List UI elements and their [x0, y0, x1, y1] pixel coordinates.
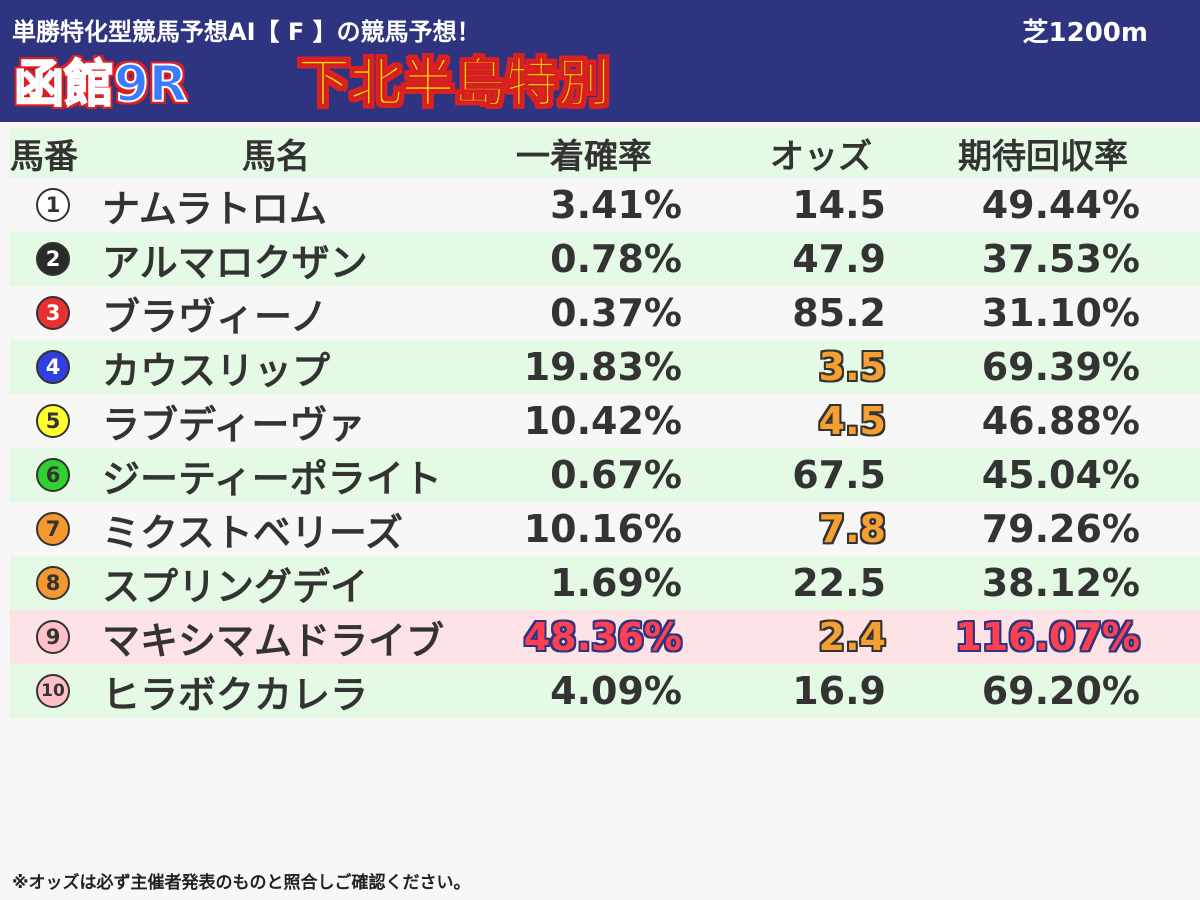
- horse-name: カウスリップ: [102, 348, 331, 393]
- win-probability: 4.09%: [550, 669, 682, 713]
- table-row: 10 ヒラボクカレラ 4.09% 16.9 69.20%: [10, 664, 1200, 718]
- win-probability: 1.69%: [550, 561, 682, 605]
- table-row: 5 ラブディーヴァ 10.42% 4.5 46.88%: [10, 394, 1200, 448]
- horse-number-badge: 1: [36, 188, 70, 222]
- odds-value: 2.4: [818, 615, 886, 659]
- win-probability: 0.67%: [550, 453, 682, 497]
- horse-name: マキシマムドライブ: [102, 618, 445, 663]
- win-probability: 48.36%: [523, 615, 682, 659]
- win-probability: 3.41%: [550, 183, 682, 227]
- horse-number-cell: 5: [10, 394, 96, 448]
- odds-value: 22.5: [792, 561, 886, 605]
- race-number: 函館9R: [13, 54, 188, 114]
- win-probability: 0.37%: [550, 291, 682, 335]
- horse-number-cell: 9: [10, 610, 96, 664]
- odds-value: 47.9: [792, 237, 886, 281]
- expected-return: 69.39%: [981, 345, 1140, 389]
- horse-number-badge: 10: [36, 674, 70, 708]
- column-header-win-probability: 一着確率: [516, 136, 652, 177]
- horse-number-cell: 8: [10, 556, 96, 610]
- odds-value: 16.9: [792, 669, 886, 713]
- horse-number-badge: 3: [36, 296, 70, 330]
- odds-value: 14.5: [792, 183, 886, 227]
- table-row: 7 ミクストベリーズ 10.16% 7.8 79.26%: [10, 502, 1200, 556]
- horse-number-cell: 10: [10, 664, 96, 718]
- odds-disclaimer: ※オッズは必ず主催者発表のものと照合しご確認ください。: [12, 873, 471, 893]
- table-body: 1 ナムラトロム 3.41% 14.5 49.44% 2 アルマロクザン 0.78% 47.9 3…: [10, 178, 1200, 718]
- odds-value: 3.5: [818, 345, 886, 389]
- horse-name: ミクストベリーズ: [102, 510, 403, 555]
- horse-number-cell: 3: [10, 286, 96, 340]
- horse-number-cell: 4: [10, 340, 96, 394]
- horse-number-badge: 5: [36, 404, 70, 438]
- horse-number-badge: 6: [36, 458, 70, 492]
- odds-value: 4.5: [818, 399, 886, 443]
- horse-name: ブラヴィーノ: [102, 294, 328, 339]
- column-header-name: 馬名: [242, 136, 310, 177]
- horse-number-badge: 8: [36, 566, 70, 600]
- expected-return: 37.53%: [981, 237, 1140, 281]
- table-row: 3 ブラヴィーノ 0.37% 85.2 31.10%: [10, 286, 1200, 340]
- expected-return: 79.26%: [981, 507, 1140, 551]
- expected-return: 46.88%: [981, 399, 1140, 443]
- expected-return: 69.20%: [981, 669, 1140, 713]
- table-row: 4 カウスリップ 19.83% 3.5 69.39%: [10, 340, 1200, 394]
- horse-number-cell: 6: [10, 448, 96, 502]
- expected-return: 49.44%: [981, 183, 1140, 227]
- horse-number-cell: 7: [10, 502, 96, 556]
- odds-value: 85.2: [792, 291, 886, 335]
- win-probability: 10.16%: [523, 507, 682, 551]
- horse-number-cell: 1: [10, 178, 96, 232]
- table-header-row: 馬番 馬名 一着確率 オッズ 期待回収率: [10, 128, 1200, 178]
- horse-name: ナムラトロム: [102, 186, 327, 231]
- prediction-table: 馬番 馬名 一着確率 オッズ 期待回収率 1 ナムラトロム 3.41% 14.5 49.…: [10, 128, 1200, 718]
- horse-number-badge: 2: [36, 242, 70, 276]
- odds-value: 67.5: [792, 453, 886, 497]
- horse-name: アルマロクザン: [102, 240, 368, 285]
- site-subtitle: 単勝特化型競馬予想AI【 F 】の競馬予想！: [12, 18, 481, 46]
- horse-number-badge: 4: [36, 350, 70, 384]
- horse-name: スプリングデイ: [102, 564, 369, 609]
- expected-return: 38.12%: [981, 561, 1140, 605]
- table-row: 9 マキシマムドライブ 48.36% 2.4 116.07%: [10, 610, 1200, 664]
- table-row: 8 スプリングデイ 1.69% 22.5 38.12%: [10, 556, 1200, 610]
- expected-return: 31.10%: [981, 291, 1140, 335]
- win-probability: 0.78%: [550, 237, 682, 281]
- header-bar: 単勝特化型競馬予想AI【 F 】の競馬予想！ 芝1200m 函館9R 下北半島特…: [0, 0, 1200, 122]
- horse-number-badge: 9: [36, 620, 70, 654]
- horse-number-badge: 7: [36, 512, 70, 546]
- expected-return: 45.04%: [981, 453, 1140, 497]
- track-distance: 芝1200m: [1022, 18, 1148, 48]
- horse-name: ジーティーポライト: [102, 456, 442, 501]
- expected-return: 116.07%: [955, 615, 1140, 659]
- horse-name: ラブディーヴァ: [102, 402, 366, 447]
- column-header-number: 馬番: [10, 136, 78, 177]
- table-row: 2 アルマロクザン 0.78% 47.9 37.53%: [10, 232, 1200, 286]
- win-probability: 10.42%: [523, 399, 682, 443]
- column-header-expected-return: 期待回収率: [958, 136, 1128, 177]
- horse-number-cell: 2: [10, 232, 96, 286]
- odds-value: 7.8: [818, 507, 886, 551]
- horse-name: ヒラボクカレラ: [102, 672, 369, 717]
- table-row: 1 ナムラトロム 3.41% 14.5 49.44%: [10, 178, 1200, 232]
- column-header-odds: オッズ: [770, 136, 872, 177]
- win-probability: 19.83%: [523, 345, 682, 389]
- race-name: 下北半島特別: [297, 54, 611, 115]
- table-row: 6 ジーティーポライト 0.67% 67.5 45.04%: [10, 448, 1200, 502]
